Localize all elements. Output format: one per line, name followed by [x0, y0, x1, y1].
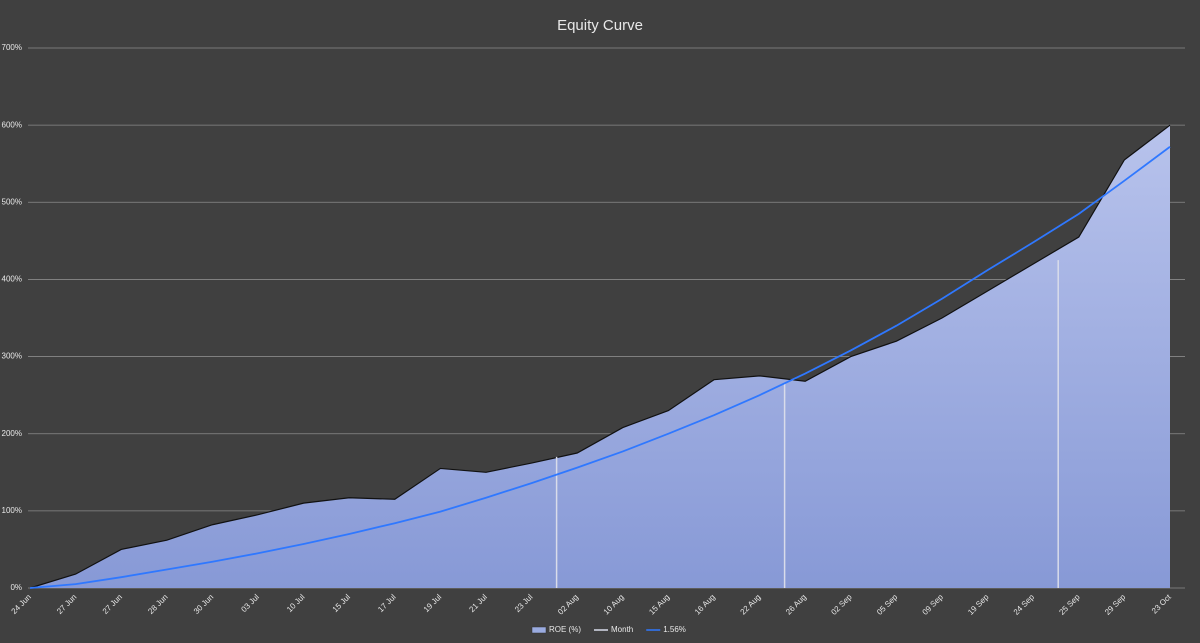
trend-line	[29, 146, 1171, 589]
x-tick-label: 02 Sep	[829, 592, 854, 617]
x-tick-label: 30 Jun	[192, 593, 215, 616]
x-tick-label: 16 Aug	[693, 593, 717, 617]
y-tick-label: 600%	[2, 120, 22, 129]
x-tick-label: 27 Jun	[101, 593, 124, 616]
x-tick-label: 25 Sep	[1057, 592, 1082, 617]
x-tick-label: 17 Jul	[376, 592, 398, 614]
y-tick-label: 700%	[2, 43, 22, 52]
x-tick-label: 22 Aug	[739, 593, 763, 617]
y-tick-label: 0%	[10, 583, 22, 592]
chart-title: Equity Curve	[557, 17, 643, 34]
y-tick-label: 500%	[2, 197, 22, 206]
x-tick-label: 19 Sep	[966, 592, 991, 617]
x-tick-label: 24 Sep	[1012, 592, 1037, 617]
legend-label: 1.56%	[663, 625, 686, 634]
x-tick-label: 29 Sep	[1103, 592, 1128, 617]
y-tick-label: 400%	[2, 275, 22, 284]
x-tick-label: 03 Jul	[239, 592, 261, 614]
x-tick-label: 05 Sep	[875, 592, 900, 617]
x-tick-label: 28 Jun	[146, 593, 169, 616]
area	[30, 125, 1170, 589]
x-tick-label: 21 Jul	[467, 592, 489, 614]
x-tick-label: 23 Oct	[1150, 592, 1174, 616]
x-tick-label: 19 Jul	[422, 592, 444, 614]
legend-label: Month	[611, 625, 633, 634]
x-tick-label: 26 Aug	[784, 593, 808, 617]
legend-label: ROE (%)	[549, 625, 581, 634]
x-tick-label: 02 Aug	[556, 593, 580, 617]
x-tick-label: 15 Jul	[331, 592, 353, 614]
area-outline	[29, 124, 1171, 589]
y-tick-label: 300%	[2, 352, 22, 361]
x-tick-label: 09 Sep	[921, 592, 946, 617]
y-tick-label: 200%	[2, 429, 22, 438]
x-tick-label: 27 Jun	[55, 593, 78, 616]
y-tick-label: 100%	[2, 506, 22, 515]
x-tick-label: 24 Jun	[10, 593, 33, 616]
x-tick-label: 23 Jul	[513, 592, 535, 614]
x-tick-label: 15 Aug	[647, 593, 671, 617]
x-tick-label: 10 Jul	[285, 592, 307, 614]
legend-swatch	[531, 626, 547, 634]
x-tick-label: 10 Aug	[602, 593, 626, 617]
